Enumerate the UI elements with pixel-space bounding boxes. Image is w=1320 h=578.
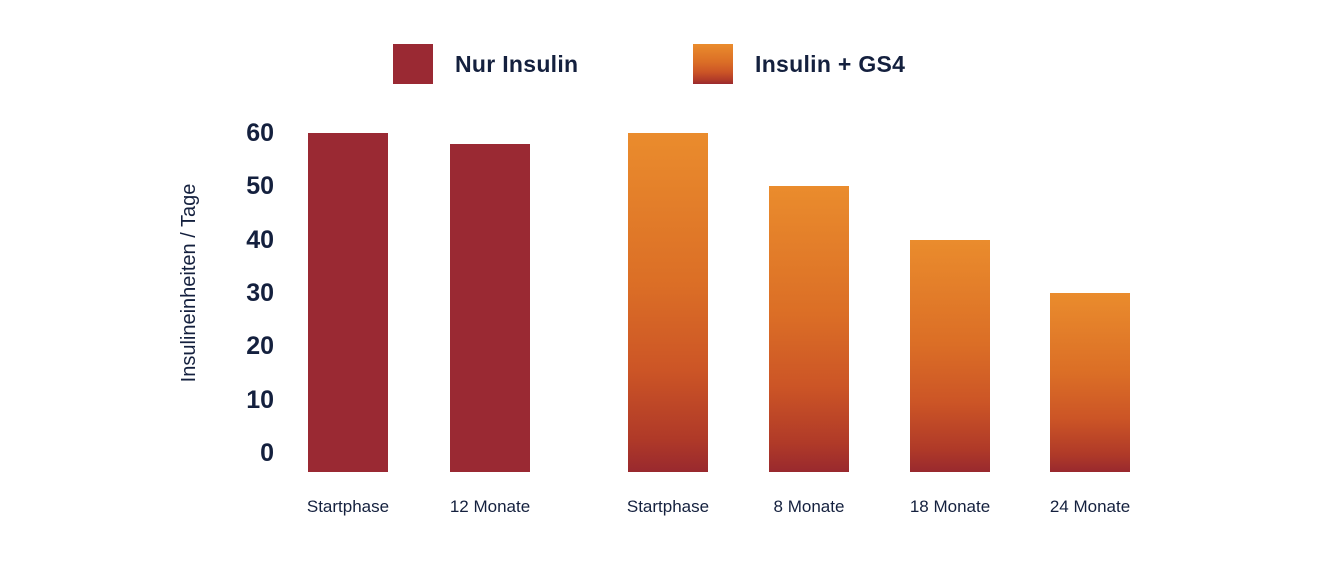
y-tick-10: 10 bbox=[246, 385, 274, 414]
bar-24-monate-5 bbox=[1050, 293, 1130, 472]
bar-startphase-2 bbox=[628, 133, 708, 472]
y-tick-0: 0 bbox=[260, 439, 274, 467]
bar-8-monate-3 bbox=[769, 186, 849, 472]
legend-swatch-nur-insulin bbox=[393, 44, 433, 84]
x-label-0: Startphase bbox=[306, 497, 390, 516]
y-tick-30: 30 bbox=[246, 279, 274, 307]
x-label-3: 8 Monate bbox=[773, 497, 845, 516]
x-label-5: 24 Monate bbox=[1049, 497, 1131, 516]
legend-label-nur-insulin: Nur Insulin bbox=[455, 50, 579, 77]
y-tick-20: 20 bbox=[246, 332, 274, 361]
bar-18-monate-4 bbox=[910, 239, 990, 472]
y-tick-50: 50 bbox=[246, 172, 274, 201]
x-label-1: 12 Monate bbox=[449, 497, 531, 516]
bar-12-monate-1 bbox=[450, 143, 530, 472]
bar-startphase-0 bbox=[308, 133, 388, 472]
x-label-2: Startphase bbox=[626, 497, 710, 516]
x-label-4: 18 Monate bbox=[909, 497, 991, 516]
legend-label-insulin-gs4: Insulin + GS4 bbox=[755, 50, 906, 77]
y-tick-60: 60 bbox=[246, 119, 274, 147]
legend-swatch-insulin-gs4 bbox=[693, 44, 733, 84]
y-tick-40: 40 bbox=[246, 225, 274, 254]
legend-item-insulin-gs4: Insulin + GS4 bbox=[693, 44, 905, 84]
legend-item-nur-insulin: Nur Insulin bbox=[393, 44, 578, 84]
